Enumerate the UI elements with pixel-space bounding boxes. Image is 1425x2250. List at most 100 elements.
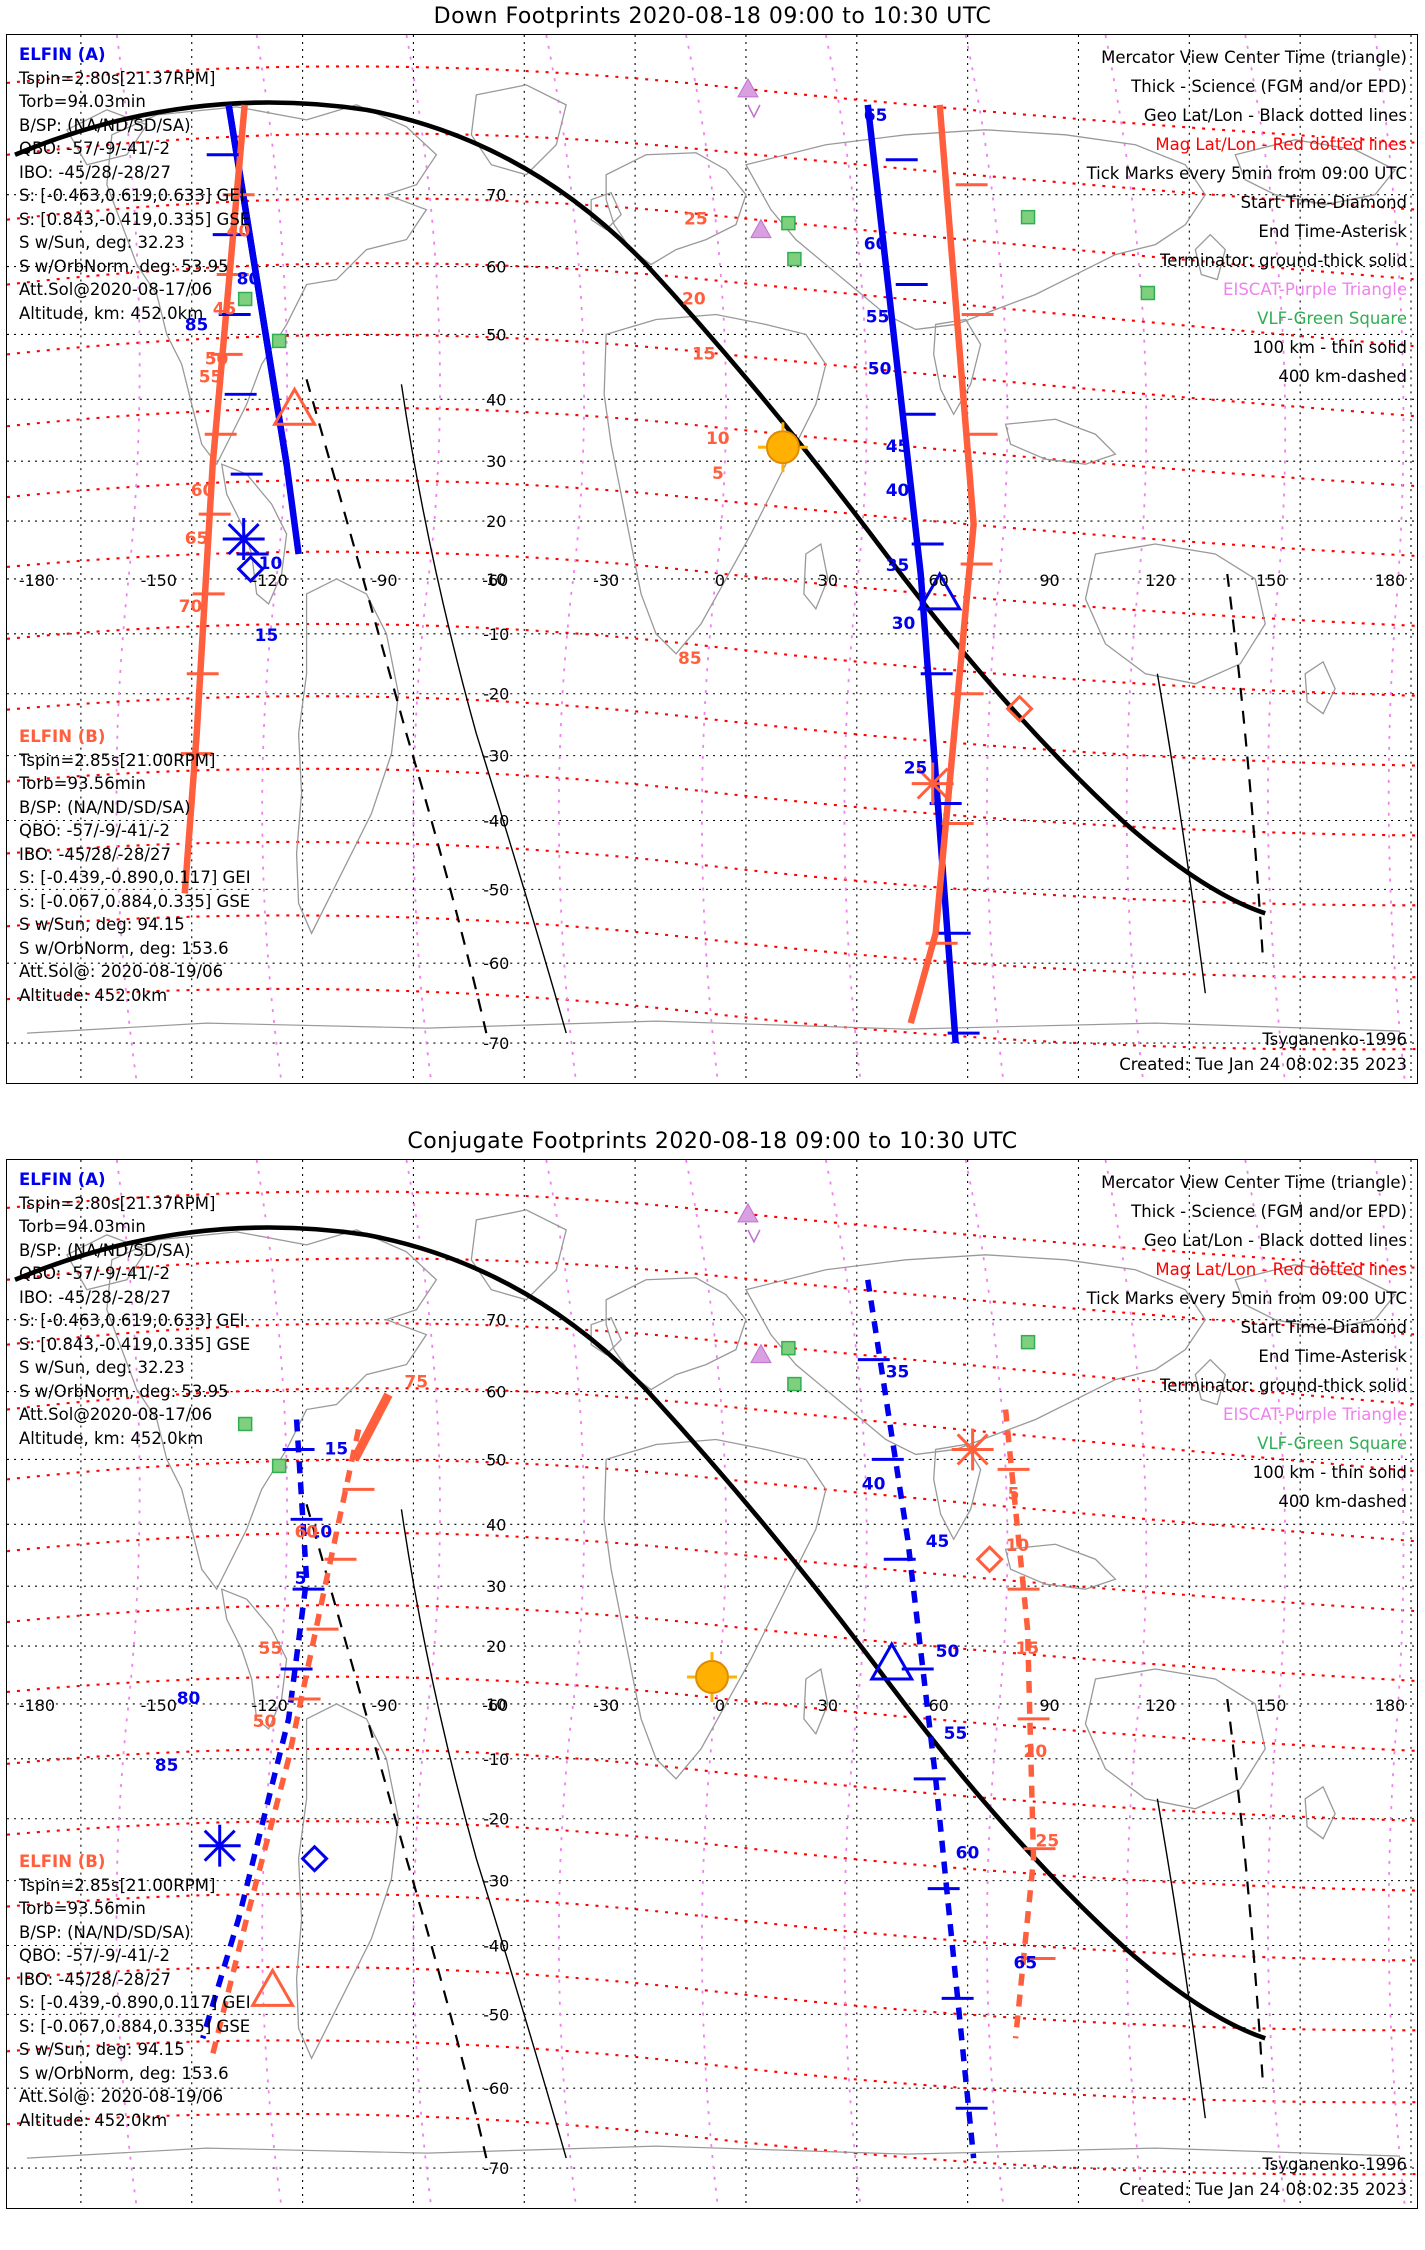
marker-view-center-triangle-b <box>272 386 318 426</box>
map-canvas-conjugate: -180 -150 -120 -90 -60 -30 0 30 60 90 120 150 … <box>6 1159 1418 2209</box>
svg-text:10: 10 <box>309 1522 333 1542</box>
vlf-square <box>237 209 1156 349</box>
elfin-b-line-9: Att.Sol@: 2020-08-19/06 <box>19 962 224 981</box>
elfin-a-line-6: S: [0.843,-0.419,0.335] GSE <box>19 209 251 229</box>
legend-item-10: 100 km - thin solid <box>1252 1463 1407 1482</box>
elfin-b-name: ELFIN (B) <box>19 727 106 746</box>
legend-item-6: End Time-Asterisk <box>1258 222 1407 241</box>
svg-text:60: 60 <box>956 1844 980 1864</box>
svg-text:-40: -40 <box>483 1936 509 1955</box>
elfin-b-line-2: B/SP: (NA/ND/SD/SA) <box>19 797 191 817</box>
marker-end-asterisk-a-conj <box>198 1824 241 1867</box>
elfin-b-line-5: S: [-0.439,-0.890,0.117] GEI <box>19 868 251 887</box>
terminator-400km <box>305 379 1265 1034</box>
svg-text:180: 180 <box>1375 571 1405 590</box>
svg-text:40: 40 <box>862 1474 886 1494</box>
track-science-segment-b <box>350 1392 393 1462</box>
elfin-a-line-3: QBO: -57/-9/-41/-2 <box>19 139 170 158</box>
track-tickmarks-conj-a <box>280 1358 988 2110</box>
svg-text:25: 25 <box>1036 1832 1060 1852</box>
svg-text:60: 60 <box>295 1522 319 1542</box>
elfin-a-name: ELFIN (A) <box>19 45 106 64</box>
svg-text:70: 70 <box>179 597 203 617</box>
legend-item-0: Mercator View Center Time (triangle) <box>1101 1173 1407 1192</box>
marker-start-diamond-b <box>1005 694 1034 723</box>
legend-conjugate: Mercator View Center Time (triangle) Thi… <box>1087 1168 1407 1516</box>
svg-text:-30: -30 <box>483 1872 509 1891</box>
panel-conjugate-footprints: Conjugate Footprints 2020-08-18 09:00 to… <box>0 1125 1425 2250</box>
svg-text:-70: -70 <box>483 1034 509 1053</box>
svg-text:70: 70 <box>486 186 506 205</box>
elfin-b-line-10: Altitude: 452.0km <box>19 2110 168 2130</box>
legend-item-10: 100 km - thin solid <box>1252 338 1407 357</box>
svg-text:150: 150 <box>1256 1696 1286 1715</box>
info-block-elfin-a-conjugate: ELFIN (A) Tspin=2.80s[21.37RPM] Torb=94.… <box>19 1168 250 1450</box>
legend-item-2: Geo Lat/Lon - Black dotted lines <box>1143 1231 1407 1250</box>
legend-item-8: EISCAT-Purple Triangle <box>1223 1405 1407 1424</box>
svg-text:-120: -120 <box>251 571 287 590</box>
svg-text:10: 10 <box>486 1695 506 1714</box>
legend-item-2: Geo Lat/Lon - Black dotted lines <box>1143 106 1407 125</box>
elfin-b-line-9: Att.Sol@: 2020-08-19/06 <box>19 2087 224 2106</box>
elfin-a-line-0: Tspin=2.80s[21.37RPM] <box>19 68 216 88</box>
elfin-b-line-5: S: [-0.439,-0.890,0.117] GEI <box>19 1993 251 2012</box>
svg-text:80: 80 <box>237 270 261 290</box>
terminator-100km <box>400 384 1206 1034</box>
marker-view-center-triangle-a <box>917 570 963 611</box>
svg-text:30: 30 <box>818 571 838 590</box>
svg-text:40: 40 <box>886 481 910 501</box>
svg-text:80: 80 <box>177 1689 201 1709</box>
svg-text:35: 35 <box>886 1363 910 1383</box>
footer-down: Tsyganenko-1996 Created: Tue Jan 24 08:0… <box>1119 1027 1407 1077</box>
elfin-a-line-7: S w/Sun, deg: 32.23 <box>19 1358 185 1377</box>
elfin-b-line-0: Tspin=2.85s[21.00RPM] <box>19 1875 216 1895</box>
svg-text:20: 20 <box>486 512 506 531</box>
svg-text:20: 20 <box>682 289 706 309</box>
elfin-a-line-1: Torb=94.03min <box>19 1217 146 1236</box>
svg-text:50: 50 <box>486 325 506 344</box>
elfin-a-line-1: Torb=94.03min <box>19 92 146 111</box>
elfin-b-line-6: S: [-0.067,0.884,0.335] GSE <box>19 2016 251 2036</box>
legend-item-1: Thick - Science (FGM and/or EPD) <box>1131 77 1407 96</box>
elfin-b-line-6: S: [-0.067,0.884,0.335] GSE <box>19 891 251 911</box>
svg-text:150: 150 <box>1256 571 1286 590</box>
elfin-b-line-3: QBO: -57/-9/-41/-2 <box>19 1946 170 1965</box>
track-elfin-a-conjugate <box>200 1279 977 2159</box>
svg-text:40: 40 <box>486 390 506 409</box>
svg-text:25: 25 <box>904 759 928 779</box>
track-elfin-b-conjugate <box>209 1409 1037 2059</box>
svg-text:15: 15 <box>325 1439 349 1459</box>
svg-text:20: 20 <box>1024 1742 1048 1762</box>
svg-text:10: 10 <box>259 554 283 574</box>
track-tickmarks <box>206 153 980 1035</box>
info-block-elfin-b-conjugate: ELFIN (B) Tspin=2.85s[21.00RPM] Torb=93.… <box>19 1850 251 2132</box>
svg-text:50: 50 <box>486 1450 506 1469</box>
created-timestamp: Created: Tue Jan 24 08:02:35 2023 <box>1119 2180 1407 2199</box>
svg-text:-30: -30 <box>483 747 509 766</box>
svg-text:5: 5 <box>295 1569 307 1589</box>
model-name: Tsyganenko-1996 <box>1262 1030 1407 1049</box>
elfin-a-line-2: B/SP: (NA/ND/SD/SA) <box>19 1240 191 1260</box>
svg-text:20: 20 <box>486 1637 506 1656</box>
elfin-a-line-8: S w/OrbNorm, deg: 53.95 <box>19 256 229 276</box>
svg-text:30: 30 <box>486 452 506 471</box>
map-canvas-down: -180 -150 -120 -90 -60 -30 0 30 60 90 120 150 … <box>6 34 1418 1084</box>
elfin-b-name: ELFIN (B) <box>19 1852 106 1871</box>
geo-grid <box>7 35 1417 1083</box>
svg-text:30: 30 <box>486 1577 506 1596</box>
svg-text:-60: -60 <box>482 571 508 590</box>
legend-item-5: Start Time-Diamond <box>1240 1318 1407 1337</box>
info-block-elfin-b-down: ELFIN (B) Tspin=2.85s[21.00RPM] Torb=93.… <box>19 725 251 1007</box>
legend-item-9: VLF-Green Square <box>1257 309 1407 328</box>
elfin-a-line-8: S w/OrbNorm, deg: 53.95 <box>19 1381 229 1401</box>
info-block-elfin-a-down: ELFIN (A) Tspin=2.80s[21.37RPM] Torb=94.… <box>19 43 250 325</box>
terminator-ground <box>14 1225 1266 2041</box>
svg-text:90: 90 <box>1039 571 1059 590</box>
marker-start-diamond-b-conj <box>975 1545 1004 1574</box>
elfin-a-line-7: S w/Sun, deg: 32.23 <box>19 233 185 252</box>
legend-item-6: End Time-Asterisk <box>1258 1347 1407 1366</box>
footer-conjugate: Tsyganenko-1996 Created: Tue Jan 24 08:0… <box>1119 2152 1407 2202</box>
svg-text:-10: -10 <box>483 625 509 644</box>
legend-item-5: Start Time-Diamond <box>1240 193 1407 212</box>
svg-text:-30: -30 <box>593 1696 619 1715</box>
